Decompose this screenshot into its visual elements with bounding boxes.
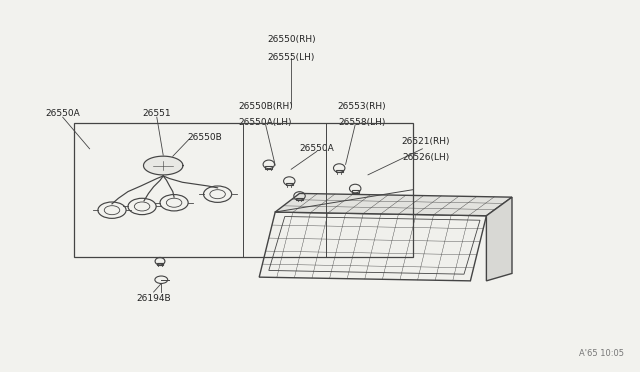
Text: 26550(RH): 26550(RH)	[267, 35, 316, 44]
Bar	[285, 183, 293, 185]
Text: 26550A(LH): 26550A(LH)	[239, 118, 292, 126]
Polygon shape	[275, 193, 512, 216]
Text: 26550A: 26550A	[300, 144, 334, 153]
Bar	[335, 170, 343, 172]
Text: 26555(LH): 26555(LH)	[268, 53, 315, 62]
Text: 26553(RH): 26553(RH)	[337, 102, 386, 110]
Text: 26194B: 26194B	[136, 294, 171, 303]
Text: 26550A: 26550A	[45, 109, 80, 118]
Text: 26558(LH): 26558(LH)	[338, 118, 385, 126]
Polygon shape	[259, 212, 486, 281]
Text: 26526(LH): 26526(LH)	[402, 153, 449, 162]
Bar	[351, 190, 359, 193]
Polygon shape	[486, 197, 512, 281]
Bar	[265, 166, 273, 169]
Text: A'65 10:05: A'65 10:05	[579, 349, 624, 358]
Bar	[296, 198, 303, 200]
Text: 26521(RH): 26521(RH)	[401, 137, 450, 146]
Text: 26550B(RH): 26550B(RH)	[238, 102, 293, 110]
Bar	[74, 123, 413, 257]
Polygon shape	[143, 156, 183, 175]
Text: 26550B: 26550B	[187, 133, 221, 142]
Bar	[157, 263, 163, 265]
Text: 26551: 26551	[143, 109, 171, 118]
